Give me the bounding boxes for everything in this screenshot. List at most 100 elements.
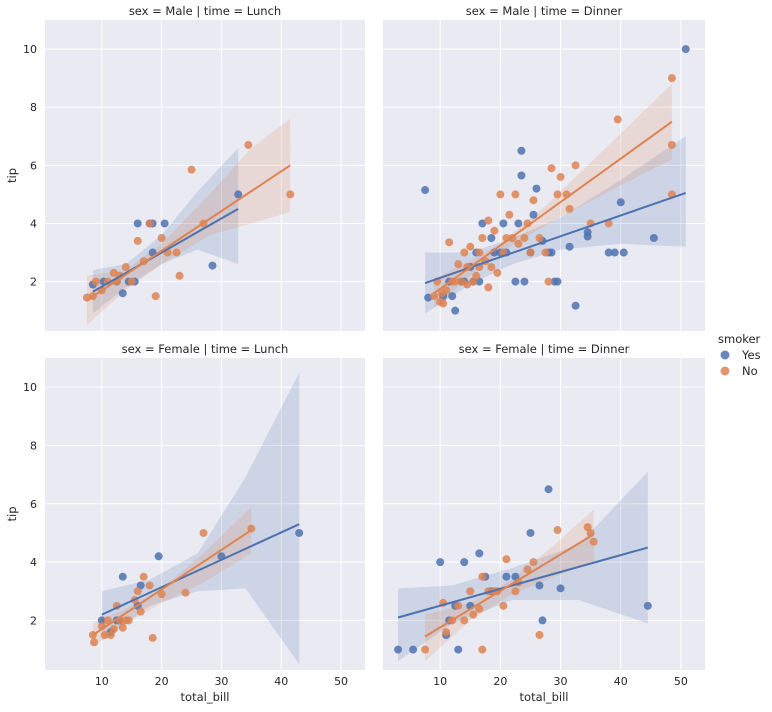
data-point-no [157, 590, 166, 599]
data-point-no [124, 616, 133, 625]
data-point-yes [454, 645, 463, 654]
data-point-no [535, 631, 544, 640]
data-point-no [553, 526, 562, 535]
data-point-yes [295, 528, 304, 537]
data-point-no [529, 196, 538, 205]
x-tick-label: 30 [554, 675, 568, 688]
data-point-no [484, 283, 493, 292]
data-point-no [187, 165, 196, 174]
regression-line-yes [101, 523, 300, 616]
data-point-no [547, 164, 556, 173]
data-point-yes [394, 645, 403, 654]
data-point-no [181, 588, 190, 597]
data-point-no [478, 233, 487, 242]
data-point-yes [511, 277, 520, 286]
x-axis-label: total_bill [181, 690, 230, 704]
plot-area [88, 372, 304, 665]
data-point-yes [234, 190, 243, 199]
data-point-yes [208, 261, 217, 270]
y-tick-label: 8 [30, 101, 37, 114]
data-point-no [175, 271, 184, 280]
data-point-no [511, 587, 520, 596]
data-point-yes [520, 277, 529, 286]
data-point-no [199, 528, 208, 537]
data-point-no [439, 299, 448, 308]
facet-panel-1: sex = Male | time = Dinner [383, 4, 705, 331]
y-tick-label: 4 [30, 217, 37, 230]
legend: smoker Yes No [718, 332, 761, 378]
data-point-no [466, 587, 475, 596]
data-point-no [133, 236, 142, 245]
x-tick-label: 20 [493, 675, 507, 688]
data-point-no [553, 190, 562, 199]
facet-panels: 2 4 6 8 10 sex = Male | time = Lunch tip sex = … [5, 4, 705, 704]
data-point-yes [616, 198, 625, 207]
legend-marker-yes [720, 350, 730, 360]
data-point-no [499, 601, 508, 610]
plot-area [421, 45, 690, 315]
data-point-no [145, 581, 154, 590]
data-point-no [157, 233, 166, 242]
data-point-no [469, 610, 478, 619]
data-point-no [463, 280, 472, 289]
data-point-no [556, 172, 565, 181]
data-point-no [109, 625, 118, 634]
data-point-no [454, 260, 463, 269]
data-point-yes [118, 572, 127, 581]
panel-title: sex = Male | time = Lunch [129, 4, 281, 18]
x-tick-label: 10 [433, 675, 447, 688]
data-point-yes [681, 45, 690, 54]
data-point-no [442, 286, 451, 295]
y-axis-label: tip [5, 506, 19, 521]
data-point-no [460, 616, 469, 625]
data-point-yes [604, 248, 613, 257]
plot-area [82, 118, 295, 326]
data-point-yes [619, 248, 628, 257]
data-point-no [91, 277, 100, 286]
data-point-no [475, 248, 484, 257]
data-point-no [460, 248, 469, 257]
x-tick-label: 30 [214, 675, 228, 688]
data-point-yes [643, 601, 652, 610]
data-point-no [136, 607, 145, 616]
x-tick-label: 20 [155, 675, 169, 688]
x-tick-label: 40 [274, 675, 288, 688]
data-point-no [496, 190, 505, 199]
legend-label-no: No [742, 364, 758, 378]
data-point-no [421, 645, 430, 654]
data-point-no [544, 277, 553, 286]
data-point-yes [529, 210, 538, 219]
data-point-no [133, 587, 142, 596]
data-point-no [511, 190, 520, 199]
data-point-yes [133, 219, 142, 228]
facet-panel-3: 10 20 30 40 50 sex = Female | time = Dinner to… [383, 342, 705, 704]
data-point-no [472, 271, 481, 280]
data-point-no [442, 628, 451, 637]
data-point-yes [610, 248, 619, 257]
panel-title: sex = Female | time = Lunch [122, 342, 289, 356]
data-point-no [244, 140, 253, 149]
data-point-yes [118, 289, 127, 298]
facet-panel-0: 2 4 6 8 10 sex = Male | time = Lunch tip [5, 4, 365, 331]
data-point-no [613, 115, 622, 124]
data-point-yes [421, 186, 430, 195]
data-point-no [430, 292, 439, 301]
data-point-no [529, 558, 538, 567]
y-tick-label: 2 [30, 614, 37, 627]
data-point-no [103, 616, 112, 625]
y-tick-label: 2 [30, 276, 37, 289]
data-point-yes [565, 242, 574, 251]
data-point-no [121, 263, 130, 272]
x-tick-label: 40 [614, 675, 628, 688]
legend-title: smoker [718, 332, 761, 346]
data-point-no [100, 631, 109, 640]
data-point-no [148, 633, 157, 642]
data-point-no [523, 565, 532, 574]
y-tick-label: 6 [30, 159, 37, 172]
data-point-no [145, 219, 154, 228]
data-point-no [514, 239, 523, 248]
y-tick-label: 8 [30, 439, 37, 452]
confidence-band-no [92, 506, 252, 647]
regression-line-yes [397, 546, 649, 619]
